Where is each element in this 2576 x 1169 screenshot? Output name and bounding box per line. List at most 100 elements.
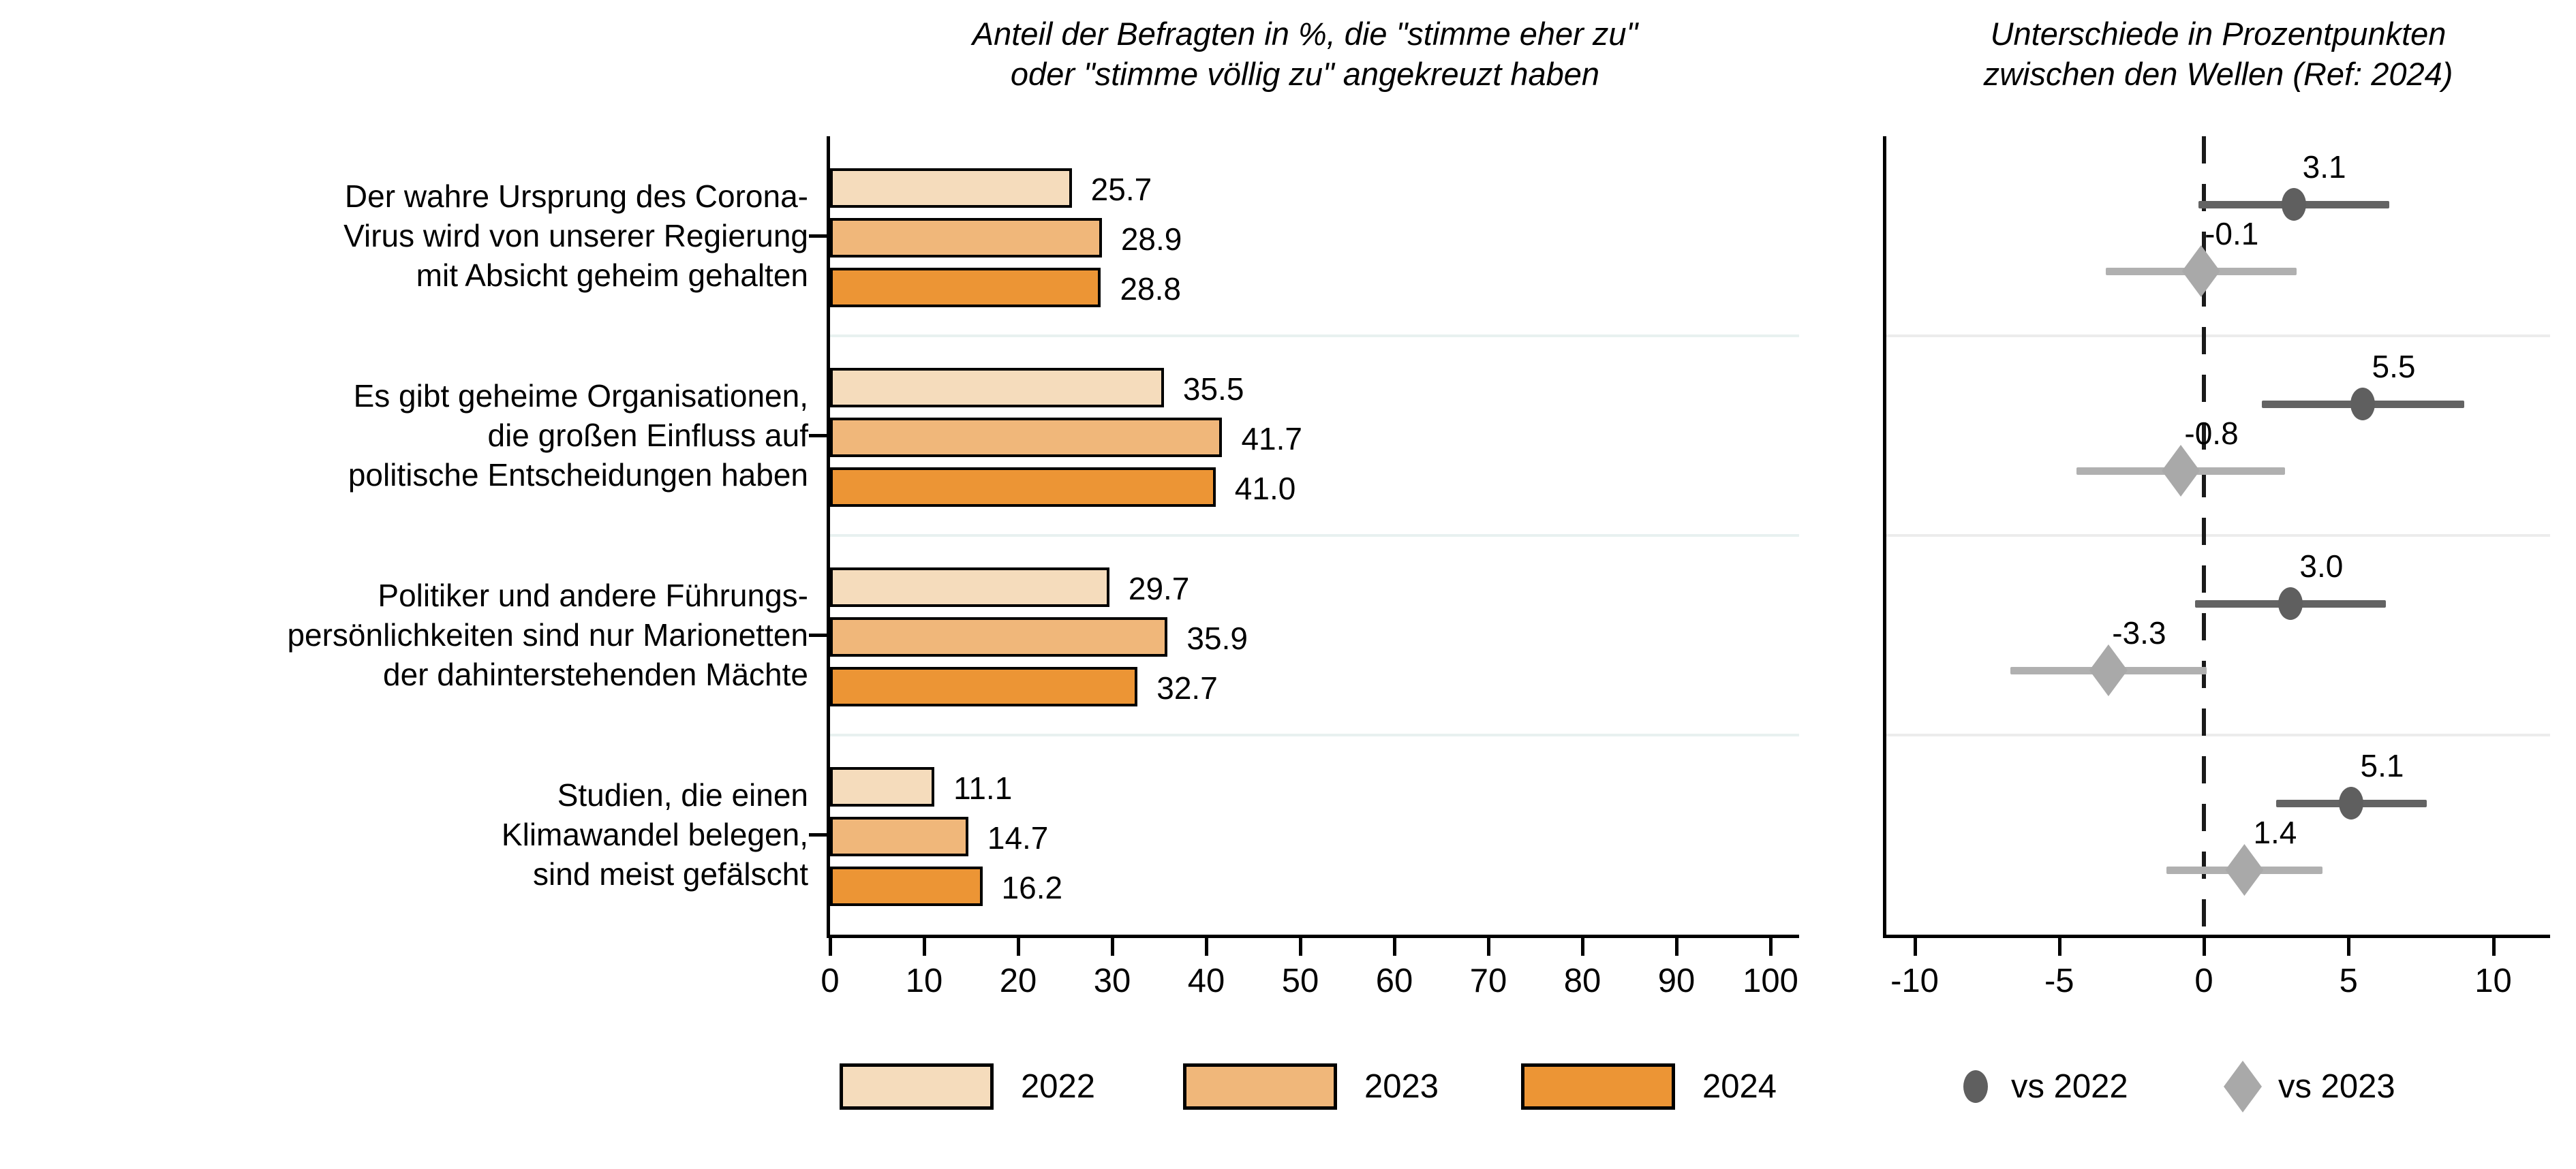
legend-swatch-2023: [1183, 1063, 1337, 1110]
category-tick: [809, 833, 827, 837]
bar-value-label: 11.1: [953, 770, 1013, 806]
group-separator: [830, 534, 1799, 537]
diff-value-label: -0.8: [2184, 416, 2239, 451]
x-tick-label: 5: [2339, 963, 2358, 999]
legend-circle-icon: [1963, 1070, 1988, 1103]
bar-2024: [830, 268, 1101, 307]
group-separator: [830, 334, 1799, 337]
vs-2023-marker: [2162, 445, 2201, 497]
diff-value-label: 3.1: [2302, 149, 2346, 185]
vs-2022-marker: [2278, 587, 2303, 620]
category-label-line: Studien, die einen: [557, 777, 808, 813]
x-tick-label: 40: [1187, 963, 1225, 999]
category-tick: [809, 634, 827, 637]
x-tick: [829, 938, 832, 956]
category-label-line: sind meist gefälscht: [533, 856, 808, 892]
x-tick: [2491, 938, 2496, 956]
category-label: Politiker und andere Führungs-persönlich…: [48, 576, 808, 694]
x-tick-label: 70: [1469, 963, 1507, 999]
bar-2023: [830, 418, 1223, 457]
legend-label-2022: 2022: [1021, 1068, 1096, 1105]
x-tick-label: 20: [999, 963, 1037, 999]
category-label-line: persönlichkeiten sind nur Marionetten: [287, 617, 808, 653]
bar-value-label: 35.9: [1186, 621, 1248, 656]
legend-label-2024: 2024: [1702, 1068, 1777, 1105]
zero-refline: [2202, 136, 2206, 935]
bar-2024: [830, 467, 1216, 507]
left-panel-title-line2: oder "stimme völlig zu" angekreuzt haben: [1010, 56, 1600, 92]
category-label: Studien, die einen Klimawandel belegen, si…: [48, 775, 808, 894]
bar-value-label: 16.2: [1001, 870, 1063, 905]
bar-2022: [830, 168, 1072, 208]
category-label-line: der dahinterstehenden Mächte: [383, 657, 808, 692]
bar-value-label: 35.5: [1182, 371, 1244, 407]
x-tick-label: 80: [1563, 963, 1601, 999]
legend-swatch-2024: [1521, 1063, 1675, 1110]
bar-value-label: 28.9: [1120, 221, 1182, 257]
category-tick: [809, 234, 827, 238]
bar-2022: [830, 767, 935, 807]
category-label-line: Der wahre Ursprung des Corona-: [344, 178, 808, 214]
diff-value-label: 5.5: [2372, 349, 2416, 384]
x-tick: [923, 938, 926, 956]
bar-2024: [830, 667, 1138, 706]
x-axis-line: [1883, 935, 2550, 938]
x-tick-label: -5: [2044, 963, 2074, 999]
legend-swatch-2022: [840, 1063, 994, 1110]
diff-value-label: 1.4: [2253, 815, 2297, 850]
diff-value-label: 3.0: [2299, 548, 2344, 584]
bar-2023: [830, 218, 1102, 258]
legend-diff-label: vs 2023: [2278, 1068, 2395, 1105]
x-tick: [2057, 938, 2061, 956]
x-tick-label: 50: [1281, 963, 1319, 999]
x-tick-label: 0: [821, 963, 840, 999]
diff-value-label: 5.1: [2360, 748, 2404, 783]
legend-diff-label: vs 2022: [2011, 1068, 2128, 1105]
left-panel-title-line1: Anteil der Befragten in %, die "stimme e…: [972, 16, 1638, 52]
legend-label-2023: 2023: [1364, 1068, 1439, 1105]
x-tick-label: 30: [1093, 963, 1131, 999]
left-panel-title: Anteil der Befragten in %, die "stimme e…: [972, 14, 1638, 94]
x-tick-label: -10: [1890, 963, 1939, 999]
group-separator: [830, 734, 1799, 736]
x-tick: [1393, 938, 1396, 956]
x-tick-label: 10: [2474, 963, 2512, 999]
x-tick-label: 0: [2194, 963, 2213, 999]
bar-value-label: 41.7: [1241, 421, 1302, 456]
diff-value-label: -3.3: [2112, 615, 2166, 651]
vs-2023-marker: [2089, 644, 2128, 696]
category-label-line: die großen Einfluss auf: [487, 418, 809, 453]
bar-2023: [830, 817, 968, 856]
category-label-line: Klimawandel belegen,: [501, 817, 808, 852]
group-separator: [1886, 334, 2550, 337]
category-label-line: Virus wird von unserer Regierung: [343, 218, 808, 253]
x-tick: [1017, 938, 1020, 956]
group-separator: [1886, 734, 2550, 736]
vs-2023-marker: [2225, 844, 2264, 896]
x-tick: [1913, 938, 1917, 956]
diff-value-label: -0.1: [2205, 216, 2259, 251]
x-tick-label: 60: [1375, 963, 1413, 999]
group-separator: [1886, 534, 2550, 537]
y-axis-spine: [1883, 136, 1886, 938]
bar-2024: [830, 867, 983, 906]
bar-2023: [830, 617, 1168, 657]
category-label-line: Politiker und andere Führungs-: [378, 578, 808, 613]
x-tick: [1675, 938, 1678, 956]
x-tick-label: 10: [905, 963, 943, 999]
right-panel-title: Unterschiede in Prozentpunkten zwischen …: [1984, 14, 2453, 94]
x-tick: [2203, 938, 2206, 956]
x-tick: [1487, 938, 1490, 956]
bar-2022: [830, 368, 1164, 407]
category-label: Es gibt geheime Organisationen, die große…: [48, 376, 808, 495]
category-label-line: politische Entscheidungen haben: [348, 457, 808, 493]
y-axis-spine: [827, 136, 830, 938]
legend-diamond-icon: [2224, 1061, 2262, 1112]
vs-2022-marker: [2281, 188, 2306, 221]
vs-2023-marker: [2181, 245, 2220, 297]
x-tick-label: 100: [1743, 963, 1798, 999]
bar-2022: [830, 567, 1109, 607]
vs-2022-marker: [2350, 388, 2376, 420]
category-label: Der wahre Ursprung des Corona- Virus wird…: [48, 176, 808, 295]
